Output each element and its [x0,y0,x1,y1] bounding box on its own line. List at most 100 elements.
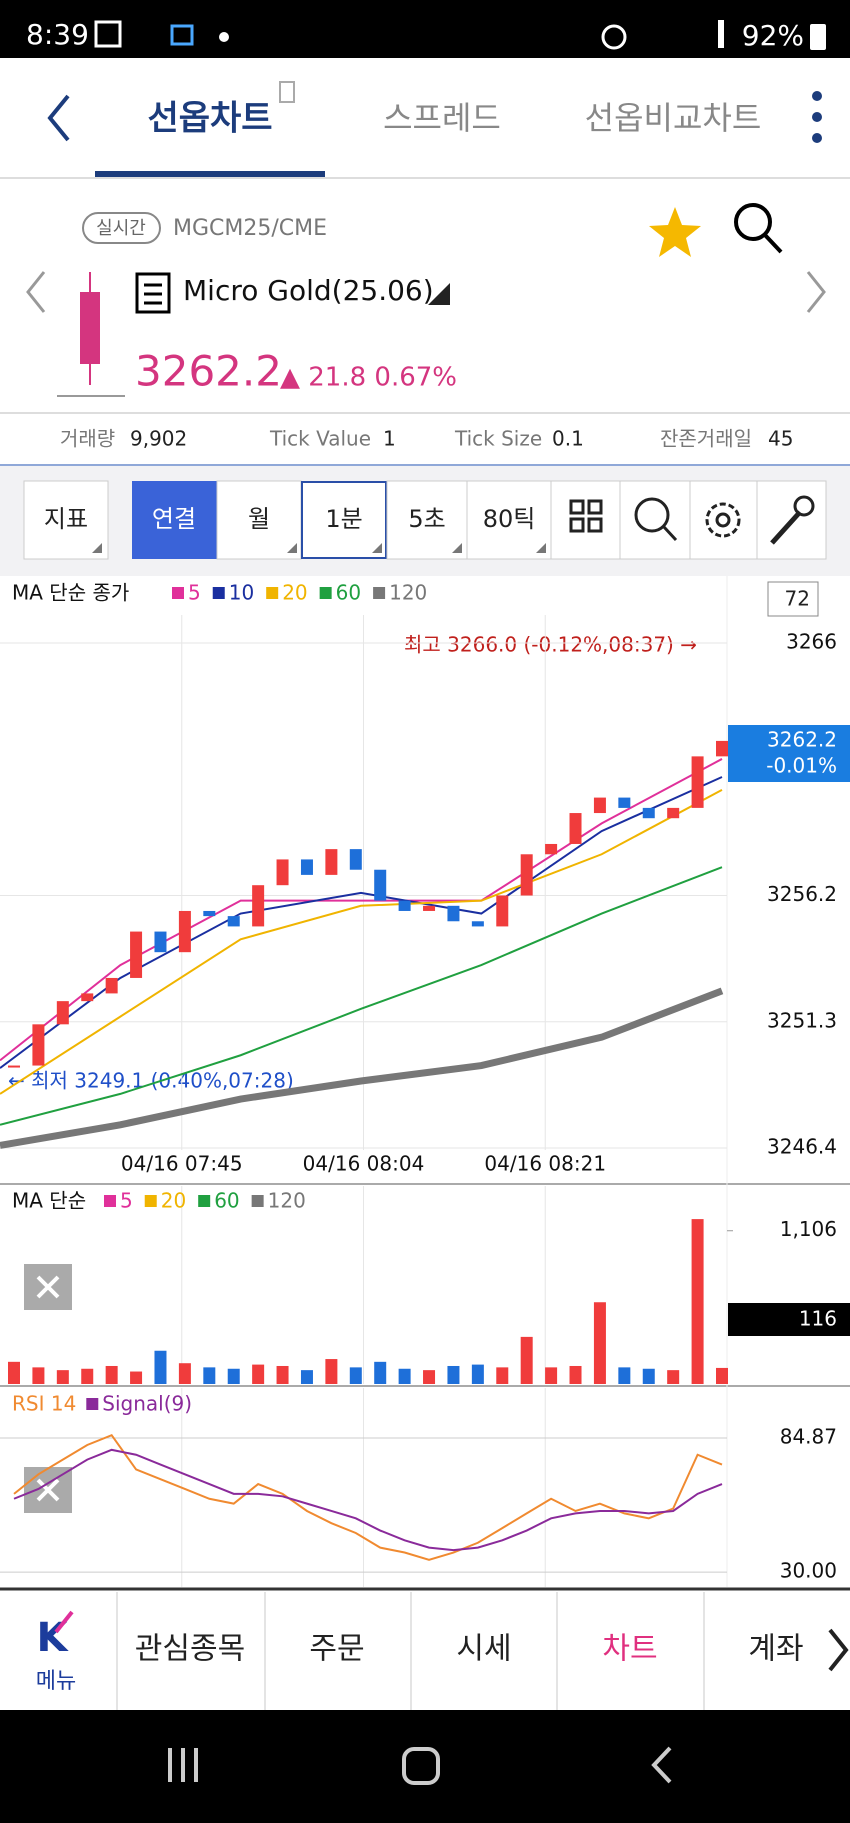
favorite-star[interactable] [649,207,701,257]
volume-bar [227,1368,240,1384]
tab[interactable]: 선옵비교차트 [585,99,762,137]
legend-label: 20 [161,1189,186,1213]
doc-icon[interactable] [135,272,171,314]
search-button[interactable] [734,203,772,241]
nav-more[interactable] [828,1628,849,1672]
settings-icon [715,512,731,528]
volume-bar [593,1302,606,1384]
y-tick-label: 3266 [786,630,837,654]
layout-button[interactable] [550,480,621,560]
legend-swatch [212,587,225,599]
volume-bar [496,1367,509,1384]
candle [252,885,265,927]
volume-bar [618,1367,631,1384]
volume-bar [642,1368,655,1384]
candle [716,740,728,757]
settings-button[interactable] [689,480,758,560]
candle [349,849,362,870]
legend-label: RSI 14 [12,1392,76,1416]
volume-bar [56,1370,69,1384]
ma-line [0,776,723,1069]
ma-line [0,758,723,1062]
badge-text: 실시간 [96,218,146,239]
system-nav [0,1710,850,1823]
toolbar-label: 80틱 [483,505,536,533]
y-tick-label: 3256.2 [767,882,837,906]
candle [593,797,606,814]
status-time: 8:39 [26,18,89,51]
second-button[interactable] [386,480,468,560]
instrument-code: MGCM25/CME [173,216,327,241]
candle [569,813,582,844]
current-volume: 116 [799,1307,837,1331]
candle [227,916,240,927]
legend-swatch [198,1195,211,1207]
zoom-button[interactable] [619,480,691,560]
nav-item[interactable]: 계좌 [748,1632,803,1667]
nav-menu[interactable]: 메뉴 [36,1669,76,1694]
ma-legend-title: MA 단순 종가 [12,581,129,605]
legend-label: 10 [229,581,254,605]
candle [691,756,704,808]
volume-bar [398,1368,411,1384]
minute-button[interactable] [301,481,387,559]
nav-item-active[interactable]: 차트 [602,1632,657,1667]
search-handle [763,233,783,254]
prev-instrument[interactable] [26,271,46,313]
tab[interactable]: 스프레드 [383,99,501,137]
volume-bar [325,1359,338,1384]
legend-swatch [319,587,332,599]
candle [398,900,411,911]
candle [667,807,680,819]
indicator-button[interactable] [23,480,109,560]
volume-bar [716,1367,728,1384]
system-nav-buttons[interactable] [168,1746,672,1785]
nav-item[interactable]: 관심종목 [135,1632,245,1667]
volume-bar [32,1367,45,1384]
ma-line [0,987,724,1149]
instrument-name[interactable]: Micro Gold(25.06) [183,274,434,307]
price-change: ▲ 21.8 0.67% [280,363,457,393]
connect-button[interactable] [132,481,217,559]
candle [374,869,387,901]
candle [520,854,533,896]
tool-icon [770,510,802,545]
high-annotation: 최고 3266.0 (-0.12%,08:37) → [404,633,697,657]
y-tick-label: 3246.4 [767,1135,837,1159]
volume-bar [203,1367,216,1384]
candle [300,859,313,875]
legend-label: 120 [389,581,427,605]
more-menu[interactable] [812,91,822,143]
signal-icon [718,20,724,48]
battery-level: 92% [742,19,804,52]
bottom-nav [0,1587,850,1710]
price: 3262.2 [135,347,282,396]
next-instrument[interactable] [806,271,826,313]
legend-label: 60 [336,581,361,605]
legend-swatch [86,1398,99,1410]
settings-icon [705,502,741,538]
candle [178,910,191,953]
candle [130,931,143,978]
nav-item[interactable]: 시세 [456,1632,511,1667]
stat-label: Tick Value [269,427,371,451]
volume-bar [8,1361,20,1384]
volume-bar [276,1365,289,1384]
current-price: 3262.2 [767,728,837,752]
close-icon [36,1478,60,1502]
current-volume-box [728,1303,850,1336]
tab-active[interactable]: 선옵차트 [147,99,272,139]
volume-bar [105,1365,118,1384]
volume-bar [349,1367,362,1384]
tool-icon [793,495,815,517]
toolbar-label: 5초 [408,505,445,533]
month-button[interactable] [216,480,302,560]
nav-item[interactable]: 주문 [309,1632,364,1667]
plot-layer: 3246.4 3251.3 3256.2 3266 04/16 07:45 04/16 0… [0,581,837,1587]
legend-label: 5 [120,1189,133,1213]
volume-bar [130,1371,143,1384]
back-button[interactable] [47,94,70,142]
volume-bar [81,1368,94,1384]
zoom-icon [634,497,670,533]
